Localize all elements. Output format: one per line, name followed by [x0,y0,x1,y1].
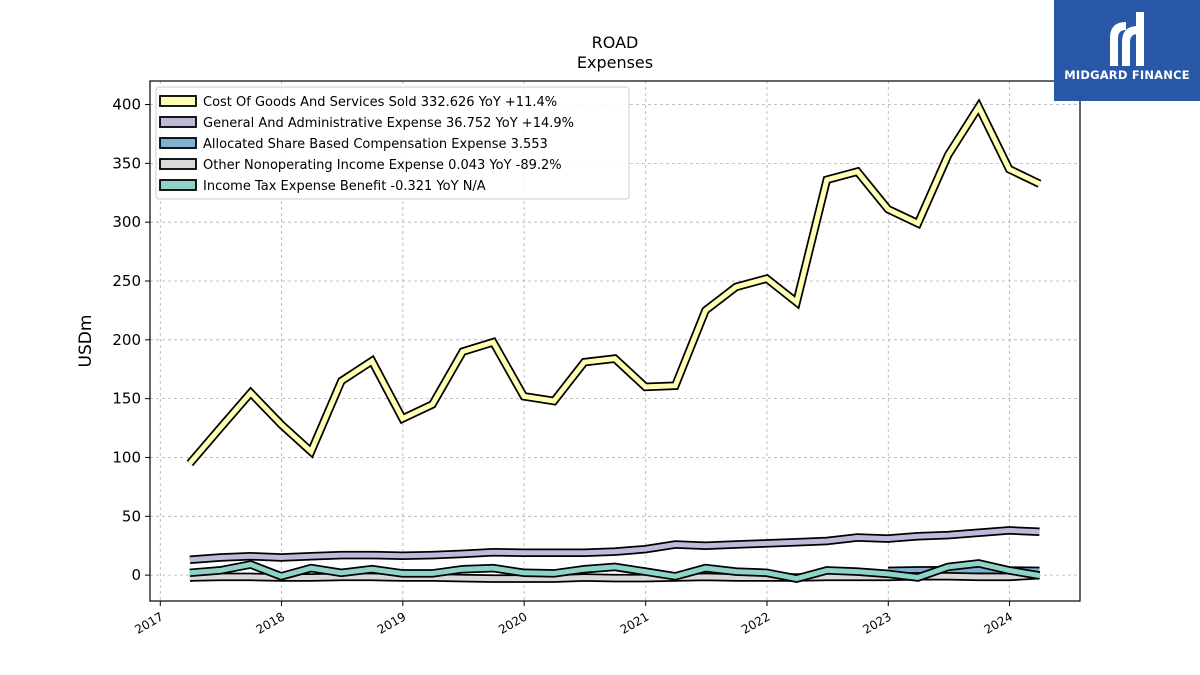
chart-title: ROAD [592,33,639,52]
y-tick-label: 350 [112,154,141,172]
x-tick-label: 2022 [739,609,772,636]
x-tick-label: 2024 [982,609,1015,636]
legend-entry: Allocated Share Based Compensation Expen… [203,137,548,152]
x-tick-label: 2023 [860,609,893,636]
series-lines [186,98,1042,583]
legend-swatch [159,179,197,191]
y-tick-label: 300 [112,213,141,231]
legend: Cost Of Goods And Services Sold 332.626 … [155,86,630,200]
x-tick-label: 2019 [375,609,408,636]
y-tick-label: 400 [112,96,141,114]
x-tick-label: 2018 [254,609,287,636]
x-tick-label: 2017 [132,609,165,636]
series-line [189,560,1040,582]
chart-subtitle: Expenses [577,53,653,72]
legend-box [155,86,630,200]
y-tick-label: 200 [112,331,141,349]
legend-swatch [159,137,197,149]
series-line [189,527,1040,563]
x-tick-label: 2020 [496,609,529,636]
legend-swatch [159,95,197,107]
y-tick-label: 100 [112,448,141,466]
legend-entry: General And Administrative Expense 36.75… [203,116,574,131]
midgard-m-logo-icon [1110,12,1144,66]
plot-frame [149,80,1081,602]
legend-entry: Other Nonoperating Income Expense 0.043 … [203,158,562,173]
series-line [188,101,1041,466]
legend-entry: Cost Of Goods And Services Sold 332.626 … [203,95,557,110]
series-2 [189,526,1040,565]
brand-name: MIDGARD FINANCE [1064,68,1190,82]
y-tick-label: 250 [112,272,141,290]
y-tick-label: 0 [131,566,141,584]
x-tick-label: 2021 [618,609,651,636]
y-tick-label: 150 [112,390,141,408]
legend-swatch [159,116,197,128]
y-tick-label: 50 [122,507,141,525]
series-5 [189,559,1041,583]
y-axis-label: USDm [76,315,96,368]
series-1 [186,98,1042,467]
brand-logo: MIDGARD FINANCE [1054,0,1200,101]
legend-entry: Income Tax Expense Benefit -0.321 YoY N/… [203,179,486,194]
legend-swatch [159,158,197,170]
